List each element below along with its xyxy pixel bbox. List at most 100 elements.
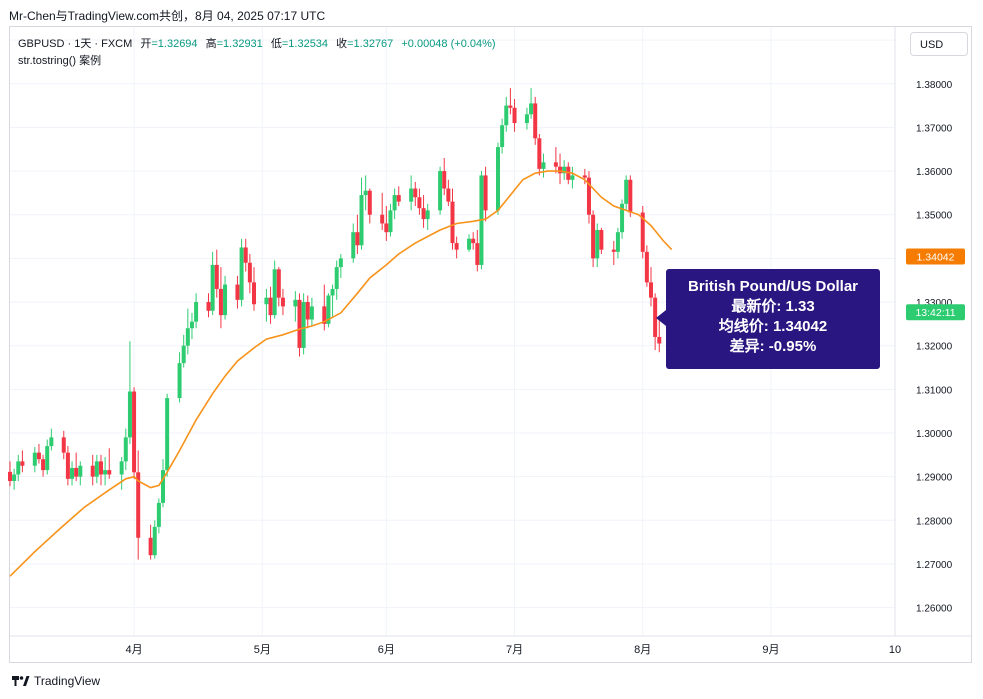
- candle-body: [181, 345, 186, 364]
- candle: [305, 295, 310, 329]
- candle-body: [103, 470, 108, 475]
- candle-body: [12, 474, 17, 482]
- candle-body: [301, 302, 306, 348]
- footer-brand[interactable]: TradingView: [12, 674, 100, 688]
- candle: [74, 452, 79, 482]
- candle-body: [338, 258, 343, 268]
- candle-body: [380, 214, 385, 224]
- candle-body: [127, 391, 132, 438]
- candle-body: [165, 398, 170, 471]
- candle-body: [508, 105, 513, 108]
- candle-body: [297, 299, 302, 348]
- change-value: +0.00048 (+0.04%): [401, 38, 496, 50]
- candle-body: [264, 297, 269, 305]
- candle-body: [45, 446, 50, 471]
- candle: [8, 461, 12, 487]
- candle: [495, 142, 500, 215]
- candle-body: [148, 537, 153, 556]
- candle-body: [276, 269, 281, 298]
- candle: [161, 459, 166, 508]
- tooltip-ma-price: 均线价: 1.34042: [718, 318, 828, 335]
- candle: [454, 236, 459, 259]
- candle-body: [624, 179, 629, 204]
- candle-body: [396, 195, 401, 202]
- candle: [615, 227, 620, 259]
- high-label: 高: [205, 38, 217, 50]
- candle: [384, 205, 389, 241]
- candle: [20, 450, 25, 473]
- candle: [94, 454, 99, 484]
- tradingview-logo-icon: [12, 676, 30, 686]
- candle-body: [553, 162, 558, 167]
- candle-body: [653, 297, 658, 337]
- candle: [653, 293, 658, 351]
- candle-body: [591, 214, 596, 259]
- candle-body: [189, 321, 194, 329]
- candle-body: [599, 230, 604, 250]
- time-axis-label: 4月: [126, 644, 143, 656]
- candle-body: [495, 147, 500, 211]
- time-axis-label: 6月: [378, 644, 395, 656]
- price-axis: 1.390001.380001.370001.360001.350001.340…: [916, 36, 953, 615]
- candle: [272, 260, 277, 319]
- candle-body: [620, 203, 625, 233]
- candle: [483, 166, 488, 222]
- time-axis-label: 9月: [762, 644, 779, 656]
- candle-body: [384, 223, 389, 233]
- candle-body: [326, 295, 331, 324]
- currency-button[interactable]: USD: [910, 32, 968, 56]
- candle-body: [218, 288, 223, 316]
- candle: [41, 454, 46, 477]
- candles-layer: [8, 88, 674, 560]
- candle-body: [61, 437, 66, 453]
- low-label: 低: [270, 38, 282, 50]
- candle: [417, 188, 422, 215]
- candle: [392, 188, 397, 220]
- candle-body: [475, 243, 480, 265]
- symbol-name[interactable]: GBPUSD · 1天 · FXCM: [18, 38, 133, 50]
- candle: [239, 238, 244, 307]
- price-axis-label: 1.38000: [916, 80, 953, 91]
- candle-body: [132, 391, 137, 473]
- candle: [438, 166, 443, 215]
- candle: [558, 153, 563, 185]
- countdown-tag: 13:42:11: [915, 307, 955, 319]
- indicator-legend[interactable]: str.tostring() 案例: [18, 55, 102, 67]
- candle: [136, 450, 141, 560]
- candle: [90, 454, 95, 486]
- candle: [194, 293, 199, 329]
- candle: [446, 179, 451, 206]
- candle-body: [32, 452, 37, 466]
- candle-body: [413, 188, 418, 198]
- candle-body: [615, 232, 620, 252]
- candle-body: [49, 437, 54, 447]
- candle-body: [359, 195, 364, 246]
- candle: [450, 188, 455, 250]
- candle: [206, 293, 211, 318]
- candle-body: [471, 238, 476, 244]
- price-axis-label: 1.27000: [916, 560, 953, 571]
- candle-body: [107, 470, 112, 475]
- candle: [123, 428, 128, 471]
- low-value: =1.32534: [281, 38, 329, 50]
- ma-price-tag-bg: [906, 248, 965, 265]
- high-value: =1.32931: [216, 38, 263, 50]
- candle: [330, 284, 335, 318]
- candle: [243, 238, 248, 272]
- candle: [247, 254, 252, 294]
- candle: [351, 223, 356, 263]
- candle-body: [322, 306, 327, 324]
- price-axis-label: 1.33000: [916, 298, 953, 309]
- tooltip-pointer: [656, 310, 666, 326]
- price-axis-label: 1.30000: [916, 429, 953, 440]
- candle-body: [438, 171, 443, 211]
- candle: [156, 498, 161, 534]
- candle: [508, 88, 513, 115]
- candle: [148, 524, 153, 560]
- candle-body: [611, 249, 616, 252]
- time-axis-label: 7月: [506, 644, 523, 656]
- candle-body: [417, 197, 422, 209]
- candle-body: [363, 190, 368, 196]
- candle: [189, 312, 194, 340]
